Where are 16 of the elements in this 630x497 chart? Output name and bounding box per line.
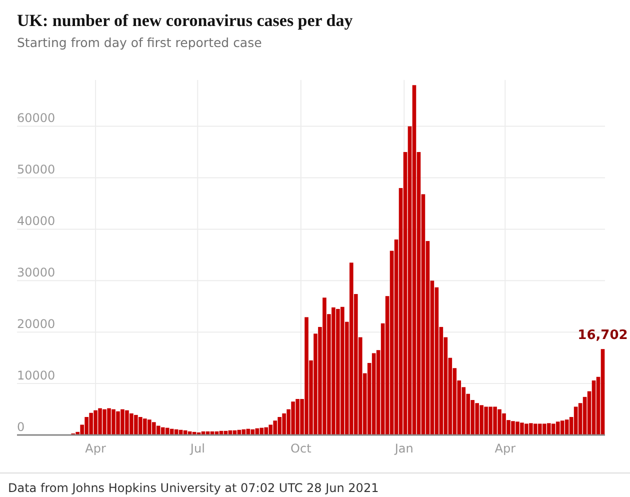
x-tick-label: Oct: [290, 442, 312, 456]
y-tick-label: 60000: [17, 111, 56, 126]
y-tick-label: 10000: [17, 368, 56, 382]
chart-title: UK: number of new coronavirus cases per day: [17, 11, 354, 30]
annotation: 16,702: [578, 328, 628, 344]
y-tick-label: 30000: [17, 265, 56, 280]
text: Data from Johns Hopkins University at 07:02 UTC 28 Jun 2021: [8, 481, 379, 495]
chart-subtitle: Starting from day of first reported case: [17, 35, 262, 50]
y-tick-label: 40000: [17, 214, 56, 228]
x-tick-label: Jan: [394, 442, 414, 456]
x-tick-label: Apr: [85, 442, 106, 456]
x-tick-label: Apr: [494, 442, 516, 456]
y-tick-label: 20000: [17, 316, 56, 331]
x-tick-label: Jul: [189, 442, 205, 456]
y-tick-label: 50000: [17, 162, 56, 177]
y-tick-label: 0: [17, 420, 25, 434]
